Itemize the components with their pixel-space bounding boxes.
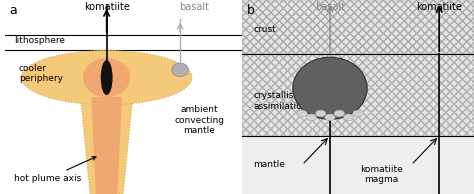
Text: b: b: [246, 4, 254, 17]
Ellipse shape: [353, 110, 363, 117]
Bar: [242, 136, 474, 194]
Text: komatiite
magma: komatiite magma: [360, 165, 402, 184]
Text: mantle: mantle: [253, 160, 285, 169]
Text: ambient
convecting
mantle: ambient convecting mantle: [174, 105, 224, 135]
Ellipse shape: [316, 110, 326, 117]
Bar: [242, 54, 474, 136]
Text: basalt: basalt: [179, 2, 210, 12]
Text: crystallisation,
assimilation?: crystallisation, assimilation?: [253, 91, 319, 111]
Ellipse shape: [306, 114, 317, 121]
Ellipse shape: [343, 114, 354, 121]
Text: crust: crust: [253, 25, 276, 34]
Text: komatiite: komatiite: [416, 2, 462, 12]
Ellipse shape: [21, 50, 192, 105]
Text: basalt: basalt: [315, 2, 345, 12]
Ellipse shape: [83, 58, 130, 97]
Text: lithosphere: lithosphere: [14, 36, 65, 45]
Bar: [242, 0, 474, 54]
Ellipse shape: [297, 110, 307, 117]
Ellipse shape: [325, 114, 335, 121]
Text: hot plume axis: hot plume axis: [14, 157, 96, 183]
Text: komatiite: komatiite: [84, 2, 129, 12]
Polygon shape: [91, 97, 122, 194]
Polygon shape: [81, 97, 133, 194]
Text: cooler
periphery: cooler periphery: [19, 64, 63, 83]
Circle shape: [172, 63, 188, 77]
Bar: [242, 0, 474, 54]
Ellipse shape: [100, 60, 112, 95]
Text: a: a: [9, 4, 17, 17]
Circle shape: [293, 57, 367, 119]
Bar: [242, 54, 474, 136]
Ellipse shape: [334, 110, 345, 117]
